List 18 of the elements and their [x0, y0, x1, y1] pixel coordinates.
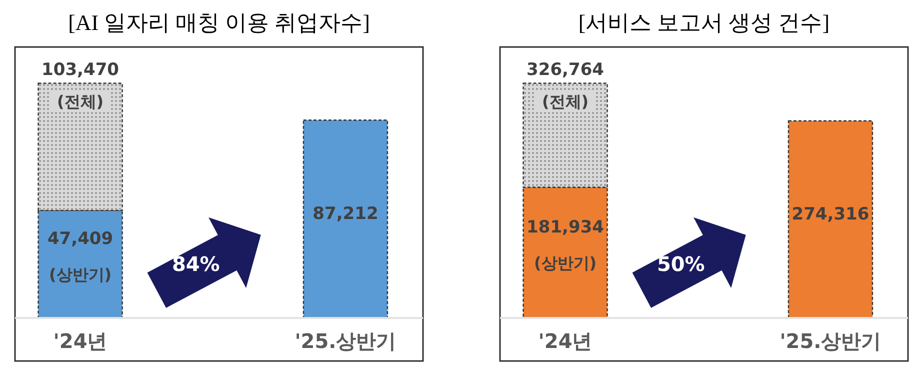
- x-tick-label: '24년: [53, 329, 108, 353]
- data-label: 87,212: [312, 204, 378, 224]
- chart-title: [AI 일자리 매칭 이용 취업자수]: [68, 10, 370, 35]
- total-label: 326,764: [526, 60, 604, 80]
- annotation: (상반기): [48, 265, 112, 284]
- data-label: 47,409: [47, 229, 114, 250]
- data-label: 181,934: [526, 218, 604, 238]
- annotation: 84%: [172, 252, 220, 276]
- x-tick-label: '25.상반기: [294, 329, 396, 353]
- total-label: 103,470: [42, 60, 120, 80]
- annotation: 50%: [656, 252, 705, 276]
- x-tick-label: '25.상반기: [780, 329, 882, 353]
- data-label: 274,316: [792, 204, 870, 224]
- x-tick-label: '24년: [538, 329, 592, 353]
- annotation: (상반기): [534, 254, 597, 273]
- chart-title: [서비스 보고서 생성 건수]: [578, 10, 830, 35]
- annotation: (전체): [542, 92, 589, 112]
- annotation: (전체): [56, 92, 104, 112]
